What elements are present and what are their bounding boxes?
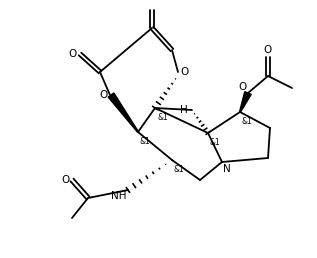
Text: &1: &1 (210, 138, 221, 147)
Text: O: O (62, 175, 70, 185)
Text: &1: &1 (157, 113, 168, 122)
Polygon shape (108, 93, 139, 132)
Text: H: H (180, 105, 188, 115)
Text: &1: &1 (140, 137, 151, 146)
Polygon shape (240, 92, 251, 112)
Text: O: O (264, 45, 272, 55)
Text: O: O (239, 82, 247, 92)
Text: &1: &1 (174, 165, 185, 174)
Text: N: N (223, 164, 231, 174)
Text: O: O (180, 67, 188, 77)
Text: O: O (100, 90, 108, 100)
Text: &1: &1 (242, 117, 253, 126)
Text: NH: NH (111, 191, 126, 201)
Text: O: O (69, 49, 77, 59)
